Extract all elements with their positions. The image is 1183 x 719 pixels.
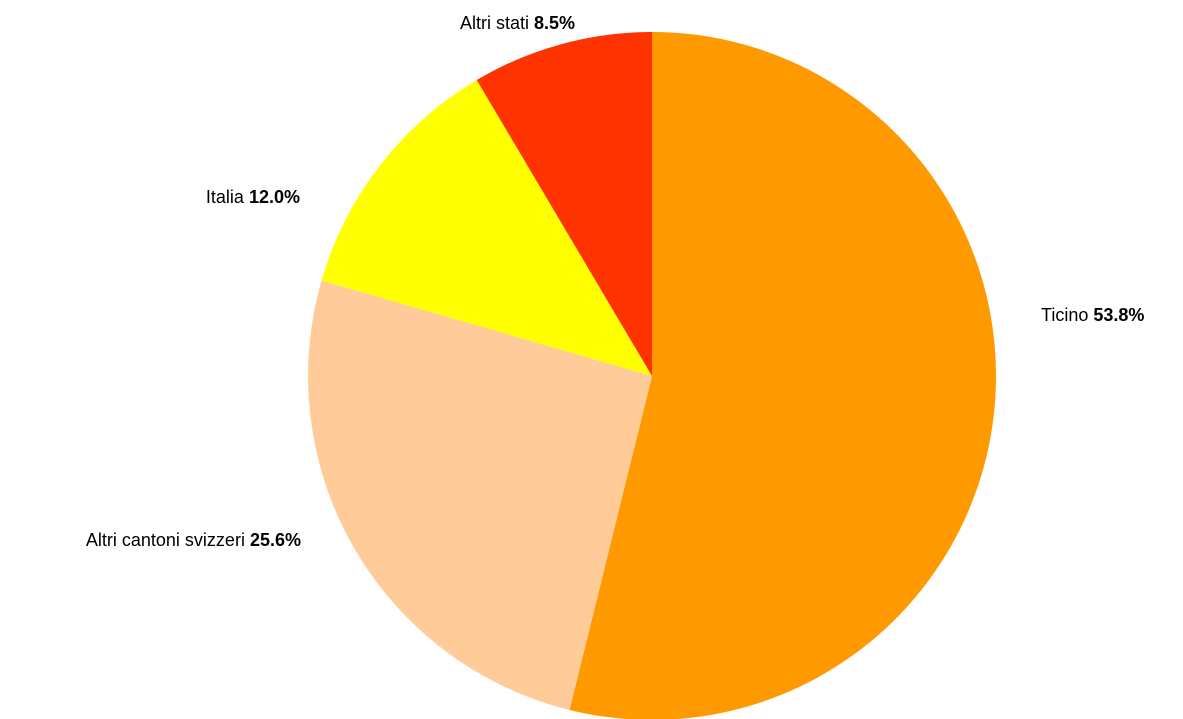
- slice-label-percent: 25.6%: [250, 530, 301, 550]
- slice-label-percent: 12.0%: [249, 187, 300, 207]
- slice-label-percent: 53.8%: [1093, 305, 1144, 325]
- pie-labels: Ticino 53.8% Altri cantoni svizzeri 25.6%…: [86, 13, 1145, 550]
- slice-label-altri-stati: Altri stati 8.5%: [460, 13, 575, 33]
- slice-label-altri-cantoni-svizzeri: Altri cantoni svizzeri 25.6%: [86, 530, 301, 550]
- pie-slice-italia: [321, 80, 652, 376]
- slice-label-percent: 8.5%: [534, 13, 575, 33]
- slice-label-name: Ticino: [1041, 305, 1093, 325]
- slice-label-ticino: Ticino 53.8%: [1041, 305, 1144, 325]
- pie-slice-ticino: [569, 32, 996, 719]
- slice-label-italia: Italia 12.0%: [206, 187, 300, 207]
- slice-label-name: Italia: [206, 187, 249, 207]
- pie-slices: [308, 32, 996, 719]
- slice-label-name: Altri cantoni svizzeri: [86, 530, 250, 550]
- slice-label-name: Altri stati: [460, 13, 534, 33]
- pie-slice-altri-stati: [476, 32, 652, 376]
- pie-slice-altri-cantoni-svizzeri: [308, 280, 652, 710]
